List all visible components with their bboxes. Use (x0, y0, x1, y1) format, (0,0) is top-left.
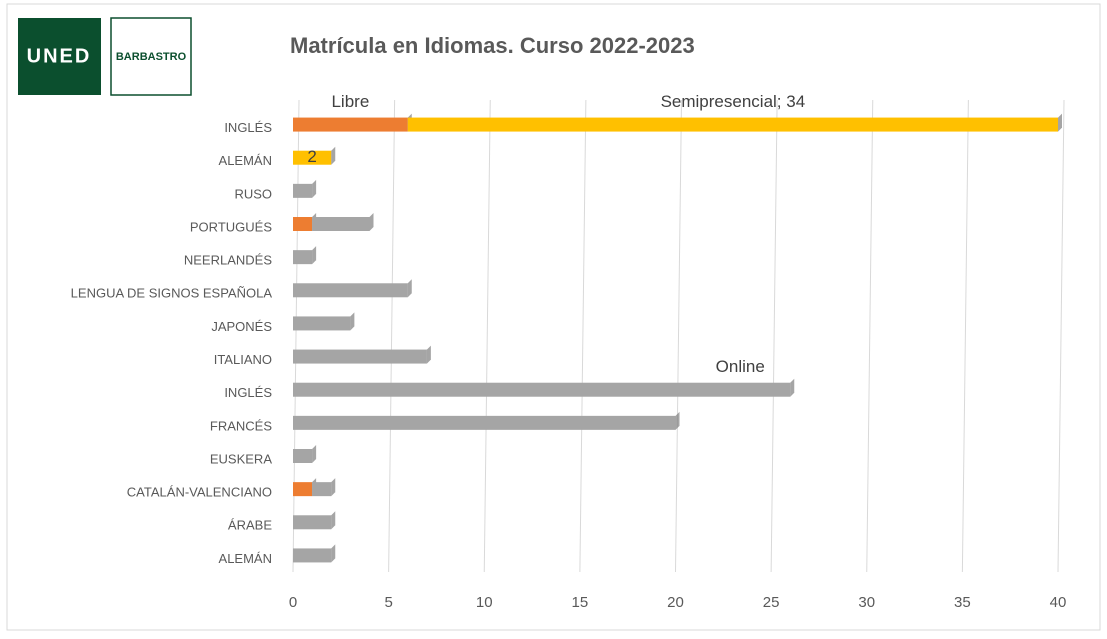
logo-brand: UNED (27, 45, 92, 67)
y-tick-label: INGLÉS (224, 385, 272, 400)
y-tick-label: ÁRABE (228, 518, 272, 533)
x-tick-label: 25 (763, 594, 780, 611)
data-label: Libre (331, 92, 369, 111)
bar-segment (293, 150, 332, 165)
x-tick-label: 40 (1050, 594, 1067, 611)
bar-segment (293, 449, 313, 463)
x-tick-label: 20 (667, 594, 684, 611)
bar-depth (331, 544, 336, 563)
y-tick-label: NEERLANDÉS (184, 253, 272, 268)
logo-center: BARBASTRO (116, 51, 187, 63)
y-tick-label: FRANCÉS (210, 418, 272, 433)
data-label: Semipresencial; 34 (661, 92, 806, 111)
bar-depth (331, 478, 336, 497)
data-label: 2 (307, 147, 316, 166)
grid-line (675, 99, 682, 573)
bar-depth (350, 312, 355, 331)
x-tick-label: 0 (289, 594, 297, 611)
bar-depth (1058, 113, 1062, 132)
chart-frame (6, 3, 1101, 631)
bar-depth (331, 511, 336, 530)
y-tick-label: ALEMÁN (219, 153, 272, 168)
y-tick-label: CATALÁN-VALENCIANO (127, 485, 272, 500)
logo-box (18, 18, 101, 95)
y-tick-label: ITALIANO (214, 352, 272, 367)
bar-segment (293, 515, 332, 530)
y-tick-label: INGLÉS (224, 120, 272, 135)
bar-segment (293, 217, 313, 231)
bar-depth (790, 378, 795, 397)
bar-depth (312, 246, 317, 265)
grid-line (961, 99, 969, 573)
x-tick-label: 15 (572, 594, 589, 611)
y-tick-label: JAPONÉS (211, 319, 272, 334)
bar-depth (675, 411, 680, 430)
bar-depth (312, 445, 317, 463)
bar-depth (407, 279, 412, 298)
grid-line (770, 99, 778, 573)
chart-title: Matrícula en Idiomas. Curso 2022-2023 (290, 33, 695, 58)
bar-segment (293, 316, 351, 331)
x-tick-label: 10 (476, 594, 493, 611)
grid-line (483, 99, 491, 573)
bar-segment (293, 183, 313, 198)
bar-segment (293, 482, 313, 497)
bar-segment (293, 548, 332, 563)
bar-segment (312, 482, 332, 497)
bar-segment (312, 217, 370, 231)
y-tick-label: PORTUGUÉS (190, 219, 272, 234)
logo-center-box (110, 17, 192, 96)
y-tick-label: ALEMÁN (219, 551, 272, 566)
bar-depth (369, 213, 374, 231)
bar-depth (312, 179, 317, 198)
bar-segment (293, 382, 791, 397)
bar-segment (407, 117, 1058, 132)
data-label: Online (716, 357, 765, 376)
y-tick-label: EUSKERA (210, 451, 272, 466)
bar-depth (426, 345, 431, 364)
y-tick-label: LENGUA DE SIGNOS ESPAÑOLA (71, 286, 273, 301)
x-tick-label: 5 (384, 594, 392, 611)
x-tick-label: 35 (954, 594, 971, 611)
bar-segment (293, 283, 408, 298)
y-tick-label: RUSO (234, 186, 272, 201)
bar-segment (293, 349, 427, 364)
grid-line (579, 99, 587, 573)
x-tick-label: 30 (858, 594, 875, 611)
grid-line (1057, 99, 1065, 573)
bar-segment (293, 250, 313, 265)
grid-line (866, 99, 874, 573)
bar-segment (293, 415, 676, 430)
bar-segment (293, 117, 408, 132)
bar-depth (331, 146, 336, 165)
grid-line (388, 99, 396, 573)
